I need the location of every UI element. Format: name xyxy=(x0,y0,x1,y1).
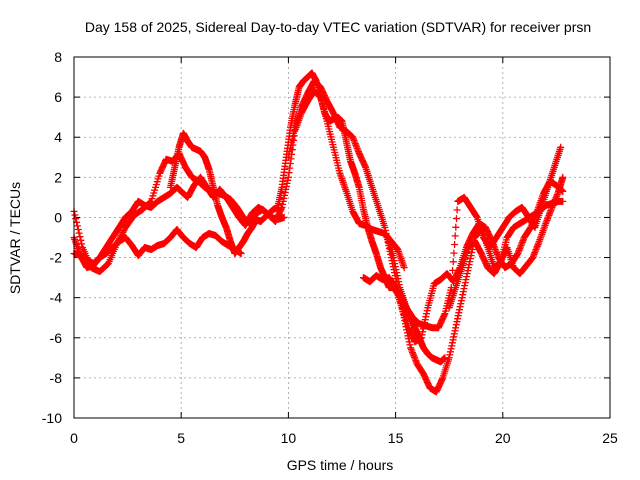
y-tick-label: -6 xyxy=(50,330,63,346)
y-tick-label: -10 xyxy=(42,410,62,426)
y-tick-label: -8 xyxy=(50,370,63,386)
series-track-7 xyxy=(383,143,565,332)
x-axis-label: GPS time / hours xyxy=(287,457,394,473)
marker-trace xyxy=(445,173,567,312)
marker-trace xyxy=(383,143,565,332)
data-markers xyxy=(70,69,567,396)
y-tick-label: 2 xyxy=(54,169,62,185)
x-tick-label: 10 xyxy=(281,430,297,446)
x-tick-label: 0 xyxy=(70,430,78,446)
chart-title: Day 158 of 2025, Sidereal Day-to-day VTE… xyxy=(85,19,591,35)
y-tick-label: 6 xyxy=(54,89,62,105)
y-tick-label: 4 xyxy=(54,129,62,145)
y-tick-label: 0 xyxy=(54,209,62,225)
y-axis-label: SDTVAR / TECUs xyxy=(7,182,23,294)
series-track-8 xyxy=(445,173,567,312)
x-tick-label: 20 xyxy=(495,430,511,446)
y-tick-label: -2 xyxy=(50,250,63,266)
series-track-4 xyxy=(167,69,449,366)
x-tick-label: 25 xyxy=(602,430,618,446)
y-tick-label: -4 xyxy=(50,290,63,306)
x-tick-label: 15 xyxy=(388,430,404,446)
plot-frame xyxy=(73,56,611,419)
marker-trace xyxy=(167,69,449,366)
grid-lines xyxy=(74,57,610,418)
x-tick-label: 5 xyxy=(177,430,185,446)
y-tick-label: 8 xyxy=(54,49,62,65)
